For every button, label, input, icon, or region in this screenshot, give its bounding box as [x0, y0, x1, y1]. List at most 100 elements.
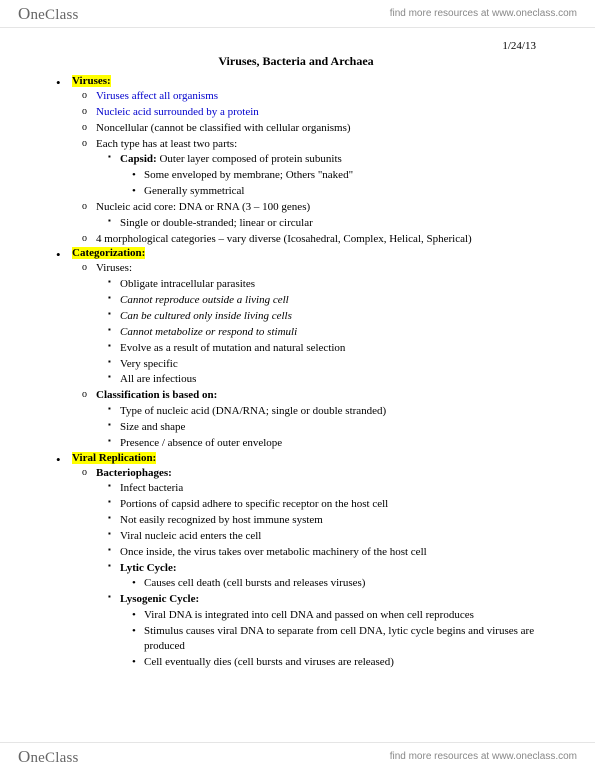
outline-wrap: Cell eventually dies (cell bursts and vi…: [56, 655, 536, 670]
outline-item: Stimulus causes viral DNA to separate fr…: [56, 624, 536, 654]
outline-text: Bacteriophages:: [96, 467, 172, 479]
outline-wrap: Bacteriophages:: [56, 466, 536, 481]
outline-wrap: Infect bacteria: [56, 481, 536, 496]
outline-wrap: Lysogenic Cycle:: [56, 592, 536, 607]
outline-text: Cannot reproduce outside a living cell: [120, 294, 289, 306]
outline-wrap: Obligate intracellular parasites: [56, 277, 536, 292]
outline-text: Generally symmetrical: [144, 185, 245, 197]
outline-text: Stimulus causes viral DNA to separate fr…: [144, 625, 534, 652]
outline-text: Cell eventually dies (cell bursts and vi…: [144, 656, 394, 668]
outline-item: Viral DNA is integrated into cell DNA an…: [56, 608, 536, 623]
outline-text: Nucleic acid core: DNA or RNA (3 – 100 g…: [96, 201, 310, 213]
brand-logo-footer-text: neClass: [30, 750, 78, 766]
outline-text: Each type has at least two parts:: [96, 138, 237, 150]
outline-item: Lytic Cycle:: [56, 561, 536, 576]
outline-text: Viral DNA is integrated into cell DNA an…: [144, 609, 474, 621]
outline-item: Not easily recognized by host immune sys…: [56, 513, 536, 528]
outline-item: Cell eventually dies (cell bursts and vi…: [56, 655, 536, 670]
outline-item: Bacteriophages:: [56, 466, 536, 481]
outline-item: Viral nucleic acid enters the cell: [56, 529, 536, 544]
outline-text: All are infectious: [120, 373, 196, 385]
outline-wrap: Classification is based on:: [56, 388, 536, 403]
brand-logo-text: neClass: [30, 7, 78, 23]
outline-wrap: Viruses affect all organisms: [56, 89, 536, 104]
document-date: 1/24/13: [56, 40, 536, 52]
outline-item: Cannot metabolize or respond to stimuli: [56, 325, 536, 340]
outline-item: Some enveloped by membrane; Others "nake…: [56, 168, 536, 183]
outline-text: Size and shape: [120, 421, 185, 433]
section-heading-text: Viral Replication:: [72, 452, 156, 464]
outline-wrap: Viruses:: [56, 261, 536, 276]
document-body: 1/24/13 Viruses, Bacteria and Archaea Vi…: [56, 40, 536, 671]
outline-wrap: Not easily recognized by host immune sys…: [56, 513, 536, 528]
outline-text: Once inside, the virus takes over metabo…: [120, 546, 427, 558]
outline-text: Lysogenic Cycle:: [120, 593, 199, 605]
outline-item: Very specific: [56, 357, 536, 372]
outline-wrap: Viral DNA is integrated into cell DNA an…: [56, 608, 536, 623]
outline-text: Obligate intracellular parasites: [120, 278, 255, 290]
outline-item: Lysogenic Cycle:: [56, 592, 536, 607]
outline-wrap: Stimulus causes viral DNA to separate fr…: [56, 624, 536, 654]
outline-wrap: Portions of capsid adhere to specific re…: [56, 497, 536, 512]
outline-item: Viruses:: [56, 261, 536, 276]
outline-text: Viruses affect all organisms: [96, 90, 218, 102]
outline-text: Very specific: [120, 358, 178, 370]
outline-wrap: All are infectious: [56, 372, 536, 387]
outline-text: Presence / absence of outer envelope: [120, 437, 282, 449]
footer-bar: OneClass find more resources at www.onec…: [0, 742, 595, 770]
outline-item: Obligate intracellular parasites: [56, 277, 536, 292]
outline-item: Size and shape: [56, 420, 536, 435]
outline-item: Presence / absence of outer envelope: [56, 436, 536, 451]
section-heading: Viral Replication:: [56, 452, 536, 464]
outline-wrap: Some enveloped by membrane; Others "nake…: [56, 168, 536, 183]
outline-wrap: Generally symmetrical: [56, 184, 536, 199]
outline-text: Lytic Cycle:: [120, 562, 177, 574]
outline-text: Viral nucleic acid enters the cell: [120, 530, 261, 542]
section-heading: Categorization:: [56, 247, 536, 259]
footer-tagline: find more resources at www.oneclass.com: [390, 751, 577, 762]
outline-item: All are infectious: [56, 372, 536, 387]
outline-item: Once inside, the virus takes over metabo…: [56, 545, 536, 560]
outline-text: Causes cell death (cell bursts and relea…: [144, 577, 365, 589]
outline-wrap: Can be cultured only inside living cells: [56, 309, 536, 324]
outline-wrap: Capsid: Outer layer composed of protein …: [56, 152, 536, 167]
outline-item: Evolve as a result of mutation and natur…: [56, 341, 536, 356]
outline-item: Can be cultured only inside living cells: [56, 309, 536, 324]
outline-item: Generally symmetrical: [56, 184, 536, 199]
outline-item: 4 morphological categories – vary divers…: [56, 232, 536, 247]
outline-text: Single or double-stranded; linear or cir…: [120, 217, 313, 229]
outline-wrap: Type of nucleic acid (DNA/RNA; single or…: [56, 404, 536, 419]
outline-item: Nucleic acid core: DNA or RNA (3 – 100 g…: [56, 200, 536, 215]
outline-wrap: Causes cell death (cell bursts and relea…: [56, 576, 536, 591]
header-tagline: find more resources at www.oneclass.com: [390, 8, 577, 19]
outline-text: Classification is based on:: [96, 389, 217, 401]
outline-text: Some enveloped by membrane; Others "nake…: [144, 169, 353, 181]
outline-wrap: Nucleic acid surrounded by a protein: [56, 105, 536, 120]
outline-item: Cannot reproduce outside a living cell: [56, 293, 536, 308]
outline-text: Cannot metabolize or respond to stimuli: [120, 326, 297, 338]
outline-wrap: Once inside, the virus takes over metabo…: [56, 545, 536, 560]
outline-wrap: Very specific: [56, 357, 536, 372]
outline-item: Viruses affect all organisms: [56, 89, 536, 104]
outline-item: Causes cell death (cell bursts and relea…: [56, 576, 536, 591]
outline-wrap: Cannot reproduce outside a living cell: [56, 293, 536, 308]
outline-text: Not easily recognized by host immune sys…: [120, 514, 323, 526]
outline-wrap: Nucleic acid core: DNA or RNA (3 – 100 g…: [56, 200, 536, 215]
outline-item: Portions of capsid adhere to specific re…: [56, 497, 536, 512]
outline-wrap: 4 morphological categories – vary divers…: [56, 232, 536, 247]
outline-wrap: Size and shape: [56, 420, 536, 435]
outline-wrap: Viral nucleic acid enters the cell: [56, 529, 536, 544]
outline-text: Noncellular (cannot be classified with c…: [96, 122, 351, 134]
outline-text: Type of nucleic acid (DNA/RNA; single or…: [120, 405, 386, 417]
header-bar: OneClass find more resources at www.onec…: [0, 0, 595, 28]
outline-wrap: Evolve as a result of mutation and natur…: [56, 341, 536, 356]
section-heading-text: Viruses:: [72, 75, 111, 87]
section-heading: Viruses:: [56, 75, 536, 87]
outline-text: 4 morphological categories – vary divers…: [96, 233, 472, 245]
outline-text: Infect bacteria: [120, 482, 183, 494]
outline-root: Viruses: Viruses affect all organisms Nucl…: [56, 75, 536, 670]
brand-logo-footer: OneClass: [18, 747, 79, 767]
outline-item: Infect bacteria: [56, 481, 536, 496]
outline-item: Nucleic acid surrounded by a protein: [56, 105, 536, 120]
outline-wrap: Lytic Cycle:: [56, 561, 536, 576]
